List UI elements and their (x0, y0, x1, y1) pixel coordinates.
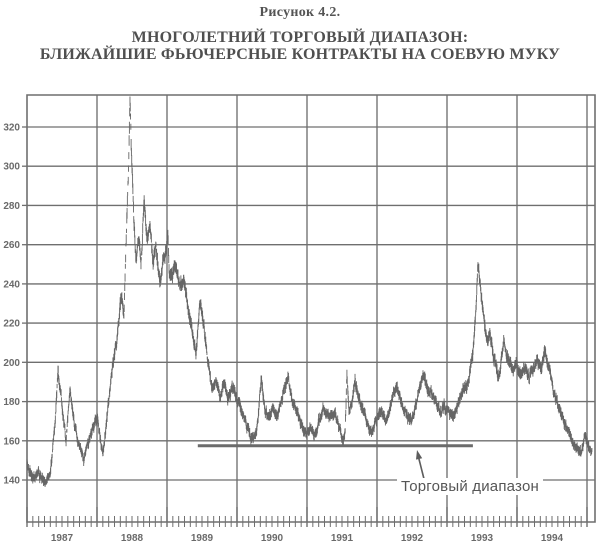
annotation-arrow-shaft (417, 457, 425, 480)
x-year-label: 1993 (471, 533, 494, 543)
x-year-label: 1988 (121, 533, 144, 543)
grid-lines (27, 95, 595, 522)
chart-title-line2: БЛИЖАЙШИЕ ФЬЮЧЕРСНЫЕ КОНТРАКТЫ НА СОЕВУЮ… (39, 46, 561, 63)
x-year-label: 1989 (191, 533, 214, 543)
y-tick-label: 300 (3, 162, 20, 173)
y-tick-label: 140 (3, 476, 20, 487)
chart-title-line1: МНОГОЛЕТНИЙ ТОРГОВЫЙ ДИАПАЗОН: (131, 29, 469, 46)
annotation-arrow-head (416, 450, 423, 460)
y-tick-label: 160 (3, 436, 20, 447)
y-tick-label: 320 (3, 123, 20, 134)
x-year-label: 1990 (261, 533, 284, 543)
x-year-label: 1994 (541, 533, 564, 543)
y-tick-label: 180 (3, 397, 20, 408)
x-year-label: 1992 (401, 533, 424, 543)
y-tick-label: 220 (3, 319, 20, 330)
y-tick-label: 200 (3, 358, 20, 369)
price-bars (26, 96, 593, 487)
y-tick-label: 240 (3, 279, 20, 290)
y-tick-label: 280 (3, 201, 20, 212)
y-tick-label: 260 (3, 240, 20, 251)
x-year-label: 1987 (51, 533, 74, 543)
plot-border (26, 94, 596, 523)
trading-range-label: Торговый диапазон (397, 478, 543, 495)
figure-caption: Рисунок 4.2. (259, 5, 341, 20)
x-year-label: 1991 (331, 533, 354, 543)
